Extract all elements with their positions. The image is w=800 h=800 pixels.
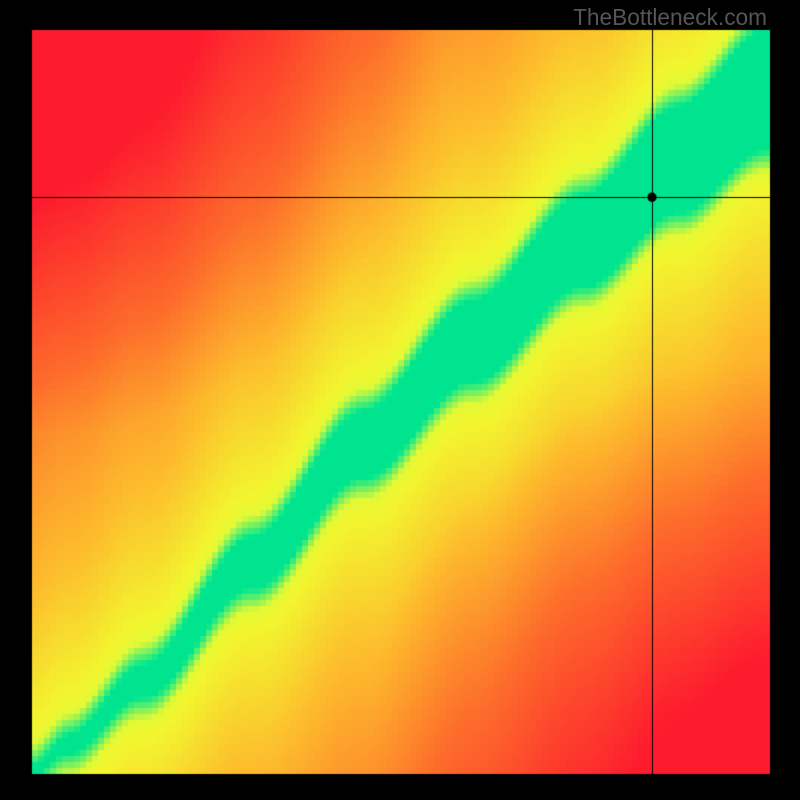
chart-container: TheBottleneck.com <box>0 0 800 800</box>
watermark-text: TheBottleneck.com <box>573 4 767 31</box>
heatmap-canvas <box>0 0 800 800</box>
